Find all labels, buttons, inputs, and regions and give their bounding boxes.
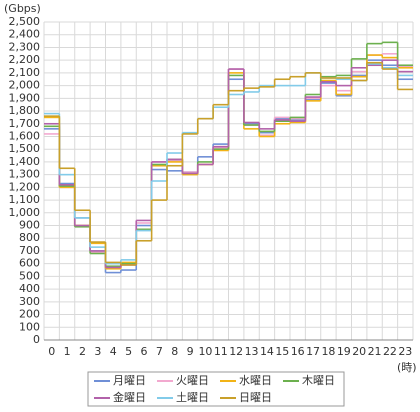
y-tick-label: 100 [19,320,40,333]
legend-label: 水曜日 [239,374,272,387]
x-tick-label: 22 [383,345,397,358]
y-tick-label: 1,800 [9,104,41,117]
x-tick-label: 7 [156,345,163,358]
x-tick-label: 5 [125,345,132,358]
y-tick-label: 1,700 [9,117,41,130]
y-tick-label: 1,600 [9,129,41,142]
legend-label: 日曜日 [239,391,272,404]
legend-label: 月曜日 [113,374,146,387]
x-tick-label: 0 [48,345,55,358]
y-tick-label: 2,100 [9,66,41,79]
x-tick-label: 13 [245,345,259,358]
x-tick-label: 10 [198,345,212,358]
y-tick-label: 300 [19,295,40,308]
y-tick-label: 2,300 [9,40,41,53]
x-tick-label: 20 [352,345,366,358]
y-tick-label: 1,200 [9,180,41,193]
x-tick-label: 17 [306,345,320,358]
y-tick-label: 600 [19,257,40,270]
y-tick-label: 2,200 [9,53,41,66]
x-tick-label: 15 [275,345,289,358]
y-tick-label: 2,500 [9,15,41,28]
y-tick-label: 200 [19,308,40,321]
y-tick-label: 800 [19,231,40,244]
y-tick-label: 1,400 [9,155,41,168]
y-tick-label: 400 [19,282,40,295]
x-tick-label: 16 [291,345,305,358]
y-tick-label: 1,100 [9,193,41,206]
x-tick-label: 21 [368,345,382,358]
y-tick-label: 2,000 [9,79,41,92]
x-tick-label: 8 [171,345,178,358]
x-tick-label: 14 [260,345,274,358]
x-unit: (時) [397,361,417,374]
y-tick-label: 500 [19,269,40,282]
y-tick-label: 1,300 [9,168,41,181]
x-tick-label: 23 [398,345,412,358]
y-tick-label: 700 [19,244,40,257]
y-tick-label: 900 [19,219,40,232]
x-tick-label: 9 [187,345,194,358]
x-tick-label: 19 [337,345,351,358]
x-tick-label: 18 [321,345,335,358]
y-tick-label: 1,500 [9,142,41,155]
x-tick-label: 4 [110,345,117,358]
y-tick-label: 1,900 [9,91,41,104]
legend-label: 木曜日 [302,374,335,387]
legend-label: 火曜日 [176,374,209,387]
y-tick-label: 1,000 [9,206,41,219]
x-tick-label: 2 [79,345,86,358]
x-tick-label: 1 [64,345,71,358]
x-tick-label: 12 [229,345,243,358]
y-unit: (Gbps) [4,2,41,15]
legend-label: 土曜日 [176,391,209,404]
x-tick-label: 6 [140,345,147,358]
legend-label: 金曜日 [113,390,146,404]
x-tick-label: 3 [94,345,101,358]
y-tick-label: 2,400 [9,28,41,41]
x-tick-label: 11 [214,345,228,358]
legend-box [87,371,345,407]
y-tick-label: 0 [33,333,40,346]
